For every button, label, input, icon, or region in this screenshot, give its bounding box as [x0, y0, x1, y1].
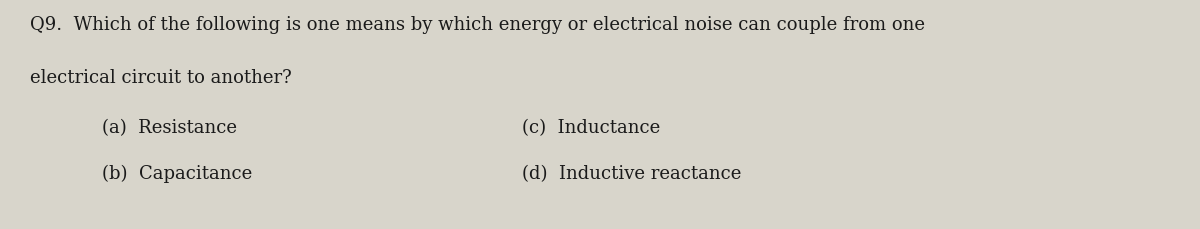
Text: (a)  Resistance: (a) Resistance [102, 119, 238, 137]
Text: (b)  Capacitance: (b) Capacitance [102, 165, 252, 183]
Text: electrical circuit to another?: electrical circuit to another? [30, 69, 292, 87]
Text: (d)  Inductive reactance: (d) Inductive reactance [522, 165, 742, 183]
Text: Q9.  Which of the following is one means by which energy or electrical noise can: Q9. Which of the following is one means … [30, 16, 925, 34]
Text: (c)  Inductance: (c) Inductance [522, 119, 660, 137]
